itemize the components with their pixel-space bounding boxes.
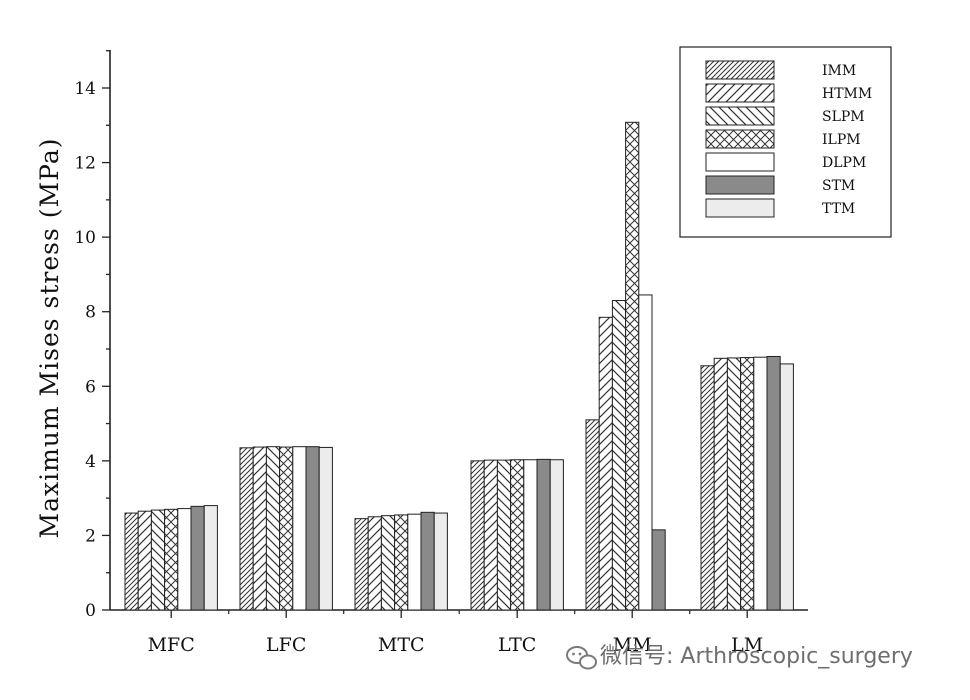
bar-imm-mm <box>585 419 600 611</box>
y-tick-label: 6 <box>85 377 96 397</box>
x-tick-label: MFC <box>148 634 195 656</box>
y-tick-label: 14 <box>74 79 96 99</box>
bar-slpm-lm <box>726 357 742 611</box>
bar-ilpm-mm <box>625 121 640 611</box>
legend-label-ttm: TTM <box>822 201 855 217</box>
bar-dlpm-mfc <box>177 508 192 611</box>
bar-htmm-mtc <box>367 516 382 611</box>
bar-imm-mfc <box>124 512 139 611</box>
bar-dlpm-lfc <box>292 446 307 611</box>
y-tick-label: 12 <box>74 154 96 174</box>
bar-ilpm-mfc <box>164 508 179 611</box>
bar-htmm-ltc <box>483 459 498 611</box>
bar-htmm-mm <box>598 316 613 611</box>
bar-slpm-ltc <box>496 459 512 611</box>
x-tick-label: LFC <box>266 634 306 656</box>
watermark-text: 微信号: Arthroscopic_surgery <box>600 644 913 669</box>
plot-area: 0 2 4 6 8 10 12 14 MFC LFC MTC LTC MM LM <box>74 50 808 656</box>
legend-swatch-dlpm <box>705 152 775 172</box>
y-tick-label: 10 <box>74 228 96 248</box>
bar-dlpm-mm <box>638 294 653 611</box>
bar-ttm-mfc <box>203 505 218 611</box>
bar-slpm-mfc <box>150 509 166 611</box>
bar-slpm-mtc <box>380 515 396 611</box>
legend-label-ilpm: ILPM <box>822 132 861 148</box>
y-tick-label: 4 <box>85 452 96 472</box>
bar-ilpm-lfc <box>279 446 294 611</box>
bar-stm-lfc <box>305 446 320 611</box>
bar-dlpm-mtc <box>407 513 422 611</box>
legend: IMM HTMM SLPM ILPM DLPM STM TTM <box>679 46 892 238</box>
bar-ilpm-mtc <box>394 514 409 611</box>
bar-stm-lm <box>766 355 781 611</box>
legend-swatch-slpm <box>705 106 775 126</box>
wechat-icon <box>566 646 597 670</box>
bar-slpm-mm <box>611 300 627 611</box>
y-tick-label: 2 <box>85 526 96 546</box>
bar-ilpm-ltc <box>510 459 525 611</box>
watermark: 微信号: Arthroscopic_surgery <box>566 644 913 670</box>
x-tick-label: LTC <box>498 634 536 656</box>
bar-slpm-lfc <box>265 446 281 611</box>
bar-ttm-mtc <box>433 512 448 611</box>
legend-label-htmm: HTMM <box>822 86 872 102</box>
legend-label-slpm: SLPM <box>822 109 865 125</box>
legend-label-dlpm: DLPM <box>822 155 866 171</box>
bar-imm-lm <box>700 365 715 611</box>
legend-swatch-stm <box>705 175 775 195</box>
x-tick-label: MTC <box>378 634 425 656</box>
bar-ttm-lm <box>779 363 794 611</box>
bar-imm-mtc <box>354 518 369 611</box>
bar-ilpm-lm <box>740 357 755 611</box>
y-axis-title: Maximum Mises stress (MPa) <box>35 138 64 539</box>
bar-ttm-ltc <box>549 459 564 611</box>
bar-imm-ltc <box>470 460 485 611</box>
legend-swatch-htmm <box>705 83 775 103</box>
bar-htmm-lm <box>713 357 728 611</box>
bar-stm-mm <box>651 529 666 611</box>
bar-htmm-lfc <box>252 446 267 611</box>
bar-imm-lfc <box>239 447 254 611</box>
bar-stm-mfc <box>190 505 205 611</box>
legend-swatch-ilpm <box>705 129 775 149</box>
bar-dlpm-ltc <box>523 459 538 611</box>
bar-stm-ltc <box>536 458 551 611</box>
bar-stm-mtc <box>420 511 435 611</box>
bar-dlpm-lm <box>753 356 768 611</box>
x-tick-label: MM <box>613 634 652 656</box>
legend-swatch-imm <box>705 60 775 80</box>
y-tick-label: 8 <box>85 303 96 323</box>
legend-label-imm: IMM <box>822 63 856 79</box>
bar-htmm-mfc <box>137 510 152 611</box>
legend-swatch-ttm <box>705 198 775 218</box>
legend-label-stm: STM <box>822 178 855 194</box>
y-tick-label: 0 <box>85 601 96 621</box>
x-tick-label: LM <box>731 634 763 656</box>
bar-ttm-lfc <box>318 446 333 611</box>
